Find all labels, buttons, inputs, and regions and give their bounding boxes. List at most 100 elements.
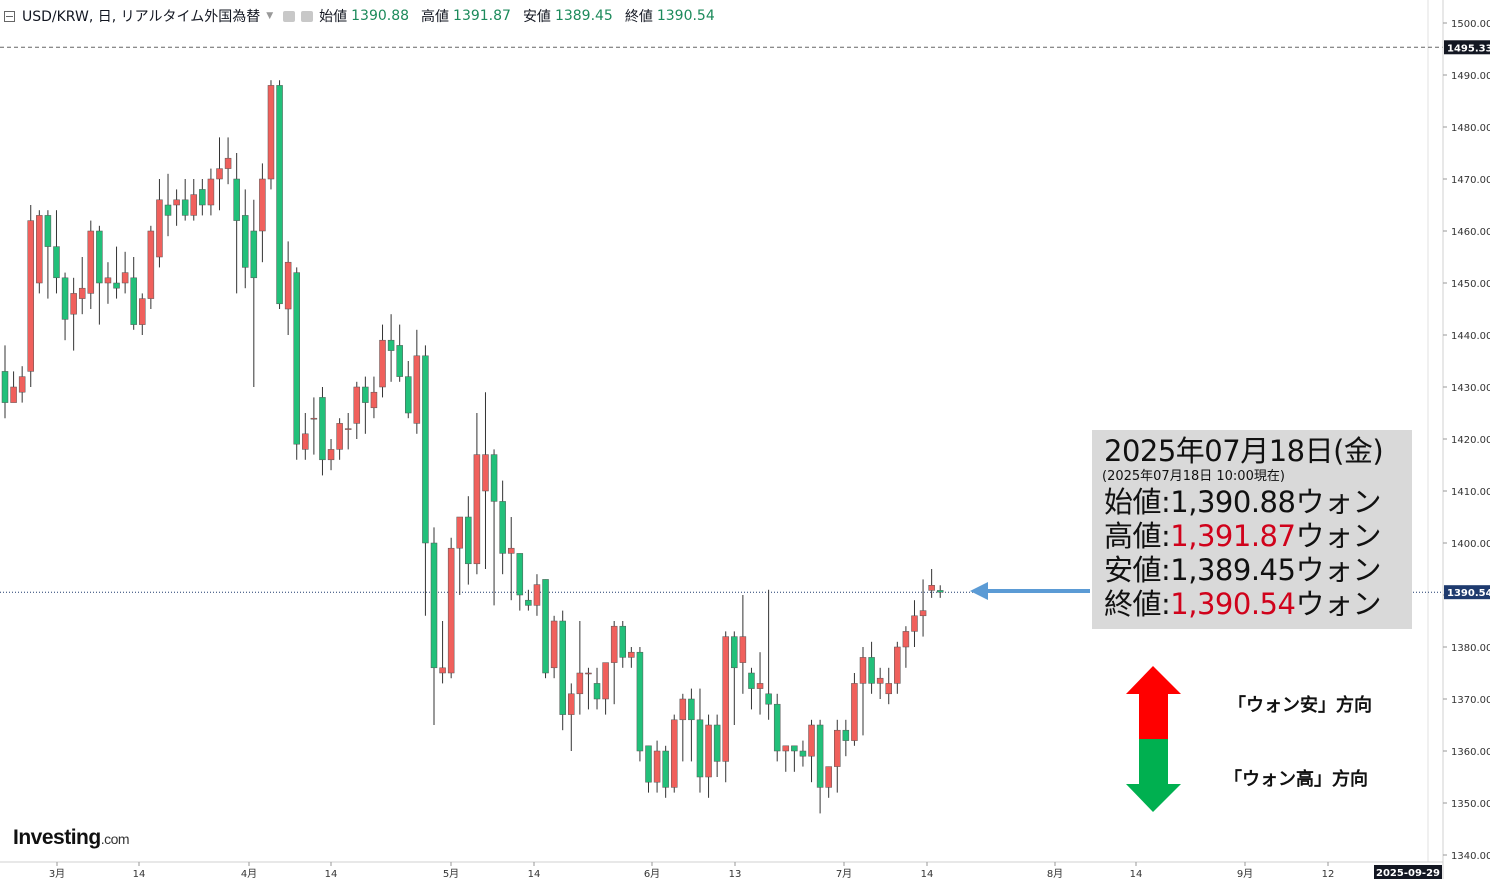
candle	[868, 641, 875, 694]
candle-body	[310, 417, 318, 420]
close-label: 終値	[624, 9, 653, 25]
info-label: 安値	[1104, 553, 1162, 587]
info-unit: ウォン	[1295, 553, 1381, 587]
candle	[310, 397, 318, 455]
info-label: 始値	[1104, 485, 1162, 519]
won-weak-label: 「ウォン安」方向	[1228, 695, 1372, 716]
candle	[533, 574, 541, 616]
candle-body	[619, 625, 627, 658]
x-tick-label: 14	[133, 869, 146, 879]
candle	[894, 641, 901, 694]
candle-body	[542, 579, 549, 674]
info-row-high: 高値:1,391.87ウォン	[1104, 519, 1381, 553]
candle-body	[568, 693, 575, 715]
candle-body	[550, 620, 558, 669]
candle	[739, 595, 747, 694]
candle	[550, 615, 558, 679]
price-info-box: 2025年07月18日(金) (2025年07月18日 10:00現在) 始値:…	[1092, 430, 1412, 629]
candle	[516, 553, 524, 611]
y-tick-label: 1470.00	[1451, 175, 1490, 186]
candle	[851, 673, 858, 746]
candle	[662, 745, 669, 798]
candle	[928, 569, 935, 598]
candle	[713, 714, 721, 777]
candle	[456, 516, 463, 595]
candle	[121, 251, 129, 294]
open-label: 始値	[319, 9, 348, 25]
candle	[241, 189, 249, 289]
x-tick-label: 14	[325, 869, 338, 879]
x-tick-label: 8月	[1047, 868, 1063, 879]
candle	[799, 740, 807, 767]
candle	[525, 589, 532, 611]
y-tick-label: 1380.00	[1451, 643, 1490, 654]
collapse-icon[interactable]	[4, 10, 15, 22]
candle-body	[670, 719, 678, 788]
candle	[482, 392, 489, 569]
candle-body	[70, 293, 77, 315]
x-end-tag	[1374, 865, 1442, 879]
candle	[70, 277, 77, 351]
x-tick-label: 7月	[836, 868, 852, 879]
candle	[139, 293, 146, 335]
y-tick-label: 1440.00	[1451, 331, 1490, 342]
info-unit: ウォン	[1295, 587, 1381, 621]
candle	[10, 371, 17, 403]
y-tick-label: 1430.00	[1451, 383, 1490, 394]
candle	[96, 225, 103, 325]
candle	[808, 719, 815, 783]
candle-body	[516, 553, 524, 596]
candle-body	[27, 220, 34, 372]
candle-body	[387, 339, 395, 351]
candle-body	[585, 672, 592, 675]
candle-body	[405, 376, 412, 414]
candle	[902, 626, 910, 668]
candle-body	[173, 199, 180, 206]
candle-body	[456, 516, 463, 549]
candle-body	[808, 724, 815, 757]
candle	[602, 662, 609, 715]
candle	[18, 366, 26, 403]
candle-body	[773, 703, 781, 752]
candle-body	[653, 750, 661, 783]
candle	[773, 693, 781, 762]
y-tick-label: 1370.00	[1451, 695, 1490, 706]
candle	[782, 745, 790, 772]
open-value: 1390.88	[351, 8, 410, 24]
candle	[679, 693, 687, 762]
candle	[722, 631, 729, 783]
candle-body	[876, 677, 884, 684]
candle-body	[859, 657, 867, 684]
candle	[78, 257, 86, 315]
candle	[585, 667, 592, 710]
candle-body	[113, 282, 120, 289]
candle-body	[507, 547, 515, 554]
candle	[636, 647, 644, 762]
candle-body	[293, 272, 300, 445]
investing-logo: Investing.com	[13, 826, 130, 849]
low-label: 安値	[522, 9, 551, 25]
y-tick-label: 1410.00	[1451, 487, 1490, 498]
candle	[293, 267, 300, 460]
candle-body	[593, 683, 601, 700]
symbol-title[interactable]: USD/KRW, 日, リアルタイム外国為替	[22, 9, 261, 25]
candle-body	[645, 745, 652, 783]
x-tick-label: 9月	[1237, 868, 1253, 879]
candle	[164, 173, 172, 237]
candle-body	[662, 750, 669, 788]
x-tick-label: 3月	[49, 868, 65, 879]
chevron-down-icon[interactable]: ▼	[266, 11, 274, 21]
candle	[936, 585, 944, 598]
candles	[1, 80, 944, 814]
y-tick-label: 1400.00	[1451, 539, 1490, 550]
y-tick-label: 1450.00	[1451, 279, 1490, 290]
candle	[379, 324, 386, 398]
candle-body	[224, 157, 232, 169]
candle-body	[241, 215, 249, 268]
candle-body	[319, 397, 326, 461]
settings-icon[interactable]	[301, 10, 314, 22]
candle-body	[936, 590, 944, 593]
candle-body	[919, 610, 927, 617]
eye-icon[interactable]	[283, 10, 296, 22]
